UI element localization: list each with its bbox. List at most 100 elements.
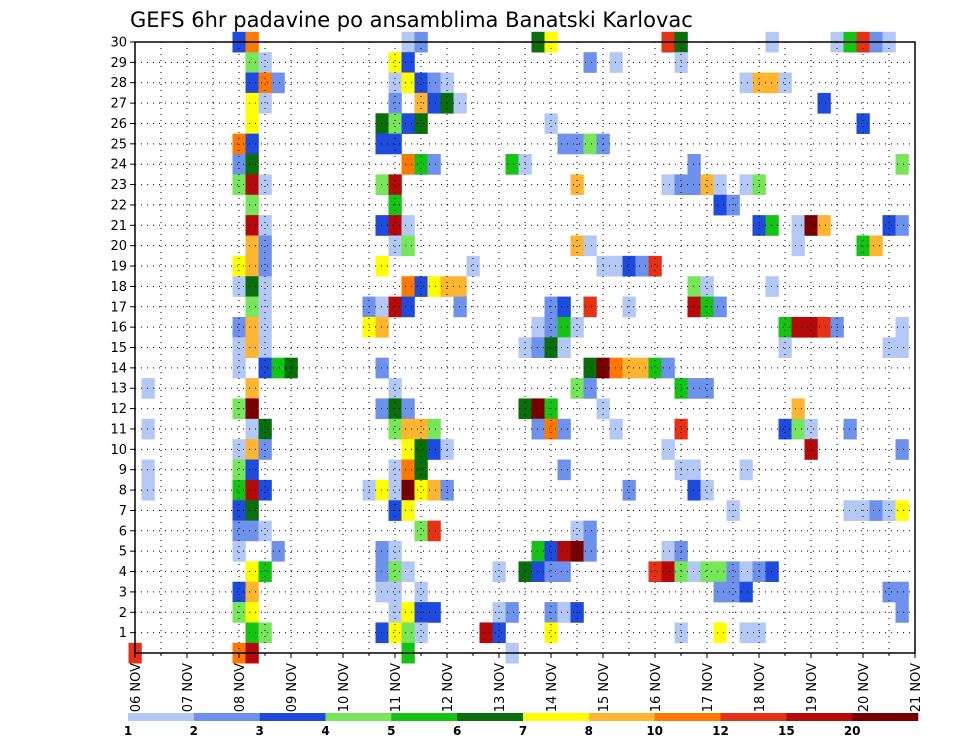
precip-cell (453, 92, 467, 114)
precip-cell (414, 581, 428, 603)
precip-cell (791, 235, 805, 257)
precip-cell (232, 174, 246, 196)
precip-cell (583, 357, 597, 379)
precip-cell (427, 276, 441, 297)
legend-swatch (523, 713, 590, 721)
precip-cell (258, 92, 272, 114)
x-tick-label: 11 NOV (389, 663, 404, 712)
legend-swatch (852, 713, 919, 721)
y-tick-label: 22 (110, 198, 127, 213)
y-tick-label: 9 (119, 463, 127, 478)
precip-cell (895, 602, 909, 623)
precip-cell (375, 357, 389, 379)
precip-cell (713, 296, 727, 318)
precip-cell (245, 602, 259, 623)
precip-cell (804, 215, 818, 236)
precip-cell (401, 439, 415, 460)
x-tick-label: 20 NOV (857, 663, 872, 712)
precip-cell (570, 174, 584, 196)
precip-cell (245, 398, 259, 420)
precip-cell (843, 500, 857, 521)
precip-cell (427, 602, 441, 623)
precip-cell (778, 72, 792, 94)
precip-cell (258, 215, 272, 236)
precip-cell (375, 316, 389, 338)
y-tick-label: 21 (110, 219, 127, 234)
y-tick-label: 4 (119, 565, 127, 580)
precip-cell (895, 581, 909, 603)
precip-cell (245, 337, 259, 358)
precip-cell (245, 276, 259, 297)
legend-swatch (588, 713, 655, 721)
precip-cell (895, 215, 909, 236)
precip-cell (700, 479, 714, 501)
precip-cell (401, 215, 415, 236)
precip-cell (791, 418, 805, 440)
legend-label: 1 (124, 724, 132, 738)
precip-cell (375, 255, 389, 277)
legend-swatch (786, 713, 853, 721)
precip-cell (583, 540, 597, 562)
x-tick-label: 06 NOV (129, 663, 144, 712)
precip-cell (713, 174, 727, 196)
precip-cell (414, 72, 428, 94)
precip-cell (375, 133, 389, 155)
precip-cell (661, 439, 675, 460)
precip-cell (583, 296, 597, 318)
precip-cell (726, 194, 740, 216)
precip-cell (245, 52, 259, 73)
x-tick-label: 19 NOV (805, 663, 820, 712)
precip-cell (726, 561, 740, 583)
y-tick-label: 15 (110, 341, 127, 356)
precip-cell (245, 581, 259, 603)
precip-cell (388, 418, 402, 440)
precip-cell (258, 174, 272, 196)
precip-cell (388, 92, 402, 114)
precip-cell (531, 540, 545, 562)
precip-cell (258, 235, 272, 257)
precip-cell (388, 174, 402, 196)
precip-cell (583, 378, 597, 399)
y-tick-label: 2 (119, 606, 127, 621)
precip-cell (648, 561, 662, 583)
precip-cell (245, 154, 259, 175)
precip-cell (388, 622, 402, 644)
precip-cell (401, 602, 415, 623)
precip-cell (661, 357, 675, 379)
precip-cell (258, 276, 272, 297)
precip-cell (466, 255, 480, 277)
precip-cell (271, 540, 285, 562)
precip-cell (388, 581, 402, 603)
precip-cell (414, 622, 428, 644)
precip-cell (557, 418, 571, 440)
chart-title: GEFS 6hr padavine po ansamblima Banatski… (130, 8, 693, 32)
legend-label: 5 (387, 724, 395, 738)
precip-cell (531, 418, 545, 440)
precip-cell (388, 133, 402, 155)
precip-cell (557, 316, 571, 338)
precip-cell (245, 622, 259, 644)
precip-cell (232, 316, 246, 338)
precip-cell (895, 500, 909, 521)
precip-cell (739, 174, 753, 196)
precip-cell (791, 215, 805, 236)
precip-cell (622, 255, 636, 277)
precip-cell (505, 602, 519, 623)
y-tick-label: 3 (119, 585, 127, 600)
precip-cell (414, 276, 428, 297)
precip-cell (414, 418, 428, 440)
precip-cell (804, 418, 818, 440)
x-tick-label: 12 NOV (441, 663, 456, 712)
precip-cell (388, 72, 402, 94)
legend-swatch (128, 713, 195, 721)
precip-cell (583, 52, 597, 73)
precip-cell (687, 561, 701, 583)
legend-label: 4 (321, 724, 329, 738)
legend-label: 20 (844, 724, 861, 738)
precip-cell (778, 418, 792, 440)
x-tick-label: 21 NOV (909, 663, 924, 712)
precip-cell (713, 194, 727, 216)
y-tick-label: 27 (110, 97, 127, 112)
y-tick-label: 25 (110, 137, 127, 152)
precip-cell (271, 72, 285, 94)
